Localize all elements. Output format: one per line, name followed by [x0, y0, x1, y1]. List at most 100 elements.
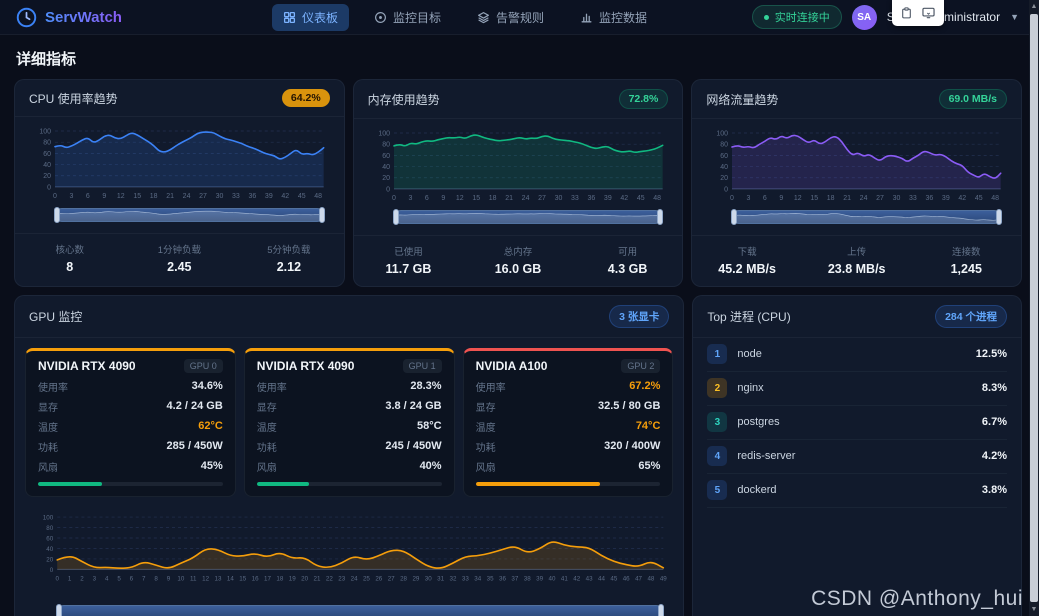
target-icon: [375, 11, 386, 23]
svg-text:60: 60: [43, 151, 51, 158]
brush-handle-left[interactable]: [54, 206, 61, 223]
svg-text:42: 42: [573, 575, 580, 582]
svg-text:49: 49: [660, 575, 667, 582]
svg-text:5: 5: [117, 575, 121, 582]
network-chart-zone: 0 20 40 60 80 100 0 3 6 9 12 15 18 21 24 27 30 33 36 39 42 45…: [692, 119, 1021, 235]
nav-item-monitor-data[interactable]: 监控数据: [569, 4, 658, 31]
gpu-stat-label: 功耗: [256, 442, 277, 454]
brush-handle-right[interactable]: [996, 208, 1003, 225]
process-row: 4 redis-server 4.2%: [707, 440, 1007, 474]
scrollbar-up-arrow[interactable]: ▲: [1030, 3, 1038, 10]
svg-text:27: 27: [199, 193, 207, 200]
stat-value: 11.7 GB: [385, 261, 432, 276]
brand[interactable]: ServWatch: [16, 7, 122, 28]
svg-text:47: 47: [635, 575, 642, 582]
svg-text:15: 15: [239, 575, 246, 582]
live-status-label: 实时连接中: [774, 12, 830, 24]
svg-text:20: 20: [301, 575, 308, 582]
svg-text:19: 19: [289, 575, 296, 582]
nav-item-alert-rules[interactable]: 告警规则: [466, 4, 555, 31]
svg-text:100: 100: [43, 514, 54, 521]
svg-text:45: 45: [298, 193, 306, 200]
gpu-chart-brush[interactable]: [56, 603, 664, 616]
brush-handle-right[interactable]: [657, 208, 664, 225]
gpu-stat-value: 245 / 450W: [385, 440, 442, 453]
stat: 连接数 1,245: [911, 244, 1021, 276]
svg-text:12: 12: [202, 575, 209, 582]
network-rate-badge: 69.0 MB/s: [938, 89, 1008, 109]
svg-text:15: 15: [811, 195, 819, 202]
gpu-id-badge: GPU 1: [402, 358, 442, 373]
cpu-chart-zone: 0 20 40 60 80 100 0 3 6 9 12 15 18 21 24 27 30 33 36 39 42 45…: [15, 117, 344, 233]
gpu-stat-value: 62°C: [198, 420, 223, 433]
gpu-stat-row: 温度 74°C: [476, 419, 661, 434]
svg-text:6: 6: [86, 193, 90, 200]
vertical-scrollbar[interactable]: ▲ ▼: [1029, 0, 1039, 616]
chevron-down-icon[interactable]: ▼: [1010, 12, 1019, 22]
svg-text:100: 100: [378, 130, 390, 137]
nav-item-targets[interactable]: 监控目标: [363, 4, 452, 31]
stat: 总内存 16.0 GB: [463, 244, 573, 276]
stat-value: 45.2 MB/s: [718, 261, 776, 276]
svg-text:12: 12: [794, 195, 802, 202]
gpu-stat-value: 40%: [419, 460, 442, 473]
gpu-stat-row: 使用率 28.3%: [257, 379, 442, 394]
brush-handle-right[interactable]: [657, 603, 664, 616]
gpu-stat-label: 使用率: [256, 382, 287, 394]
process-cpu: 8.3%: [981, 382, 1007, 395]
memory-chart-brush[interactable]: [392, 208, 664, 225]
scrollbar-thumb[interactable]: [1030, 14, 1038, 602]
avatar[interactable]: SA: [851, 4, 877, 30]
bar-chart-icon: [581, 13, 592, 22]
scrollbar-down-arrow[interactable]: ▼: [1030, 606, 1038, 613]
nav-item-dashboard[interactable]: 仪表板: [271, 3, 349, 31]
stat: 可用 4.3 GB: [573, 244, 683, 276]
gpu-grid: NVIDIA RTX 4090 GPU 0 使用率 34.6% 显存 4.2 /…: [15, 338, 683, 503]
process-list: 1 node 12.5% 2 nginx 8.3% 3 postgres 6.7…: [693, 338, 1021, 508]
svg-text:24: 24: [521, 195, 529, 202]
stat-label: 可用: [618, 246, 638, 258]
svg-text:80: 80: [721, 142, 729, 149]
cpu-chart-brush[interactable]: [54, 206, 325, 223]
brush-handle-left[interactable]: [731, 208, 738, 225]
process-row: 3 postgres 6.7%: [707, 406, 1007, 440]
memory-usage-badge: 72.8%: [618, 89, 669, 109]
svg-text:37: 37: [511, 575, 518, 582]
svg-text:24: 24: [351, 575, 358, 582]
stat-label: 已使用: [394, 246, 423, 258]
brush-handle-right[interactable]: [318, 206, 325, 223]
svg-text:23: 23: [338, 575, 345, 582]
svg-text:100: 100: [39, 128, 51, 135]
network-chart-brush[interactable]: [731, 208, 1003, 225]
gpu-card-1: NVIDIA RTX 4090 GPU 1 使用率 28.3% 显存 3.8 /…: [243, 347, 455, 497]
svg-text:24: 24: [860, 195, 868, 202]
svg-text:48: 48: [653, 195, 661, 202]
svg-text:48: 48: [314, 193, 322, 200]
network-stats: 下载 45.2 MB/s 上传 23.8 MB/s 连接数 1,245: [692, 234, 1022, 286]
gpu-usage-bar-fill: [38, 481, 102, 486]
process-name: node: [737, 348, 762, 361]
gpu-stat-value: 4.2 / 24 GB: [166, 400, 223, 413]
svg-text:27: 27: [388, 575, 395, 582]
card-header: 内存使用趋势 72.8%: [353, 80, 683, 119]
svg-text:21: 21: [505, 195, 513, 202]
clipboard-icon[interactable]: [900, 6, 913, 20]
svg-text:60: 60: [382, 153, 390, 160]
stat-value: 2.12: [276, 259, 302, 274]
svg-text:9: 9: [102, 193, 106, 200]
svg-text:36: 36: [248, 193, 256, 200]
gpu-stat-row: 显存 3.8 / 24 GB: [257, 399, 442, 414]
card-header: 网络流量趋势 69.0 MB/s: [692, 80, 1022, 119]
gpu-stat-label: 温度: [256, 422, 277, 434]
brush-handle-left[interactable]: [56, 603, 63, 616]
process-row: 1 node 12.5%: [707, 338, 1007, 372]
card-header: CPU 使用率趋势 64.2%: [15, 80, 344, 117]
brush-handle-left[interactable]: [392, 208, 399, 225]
screen-share-icon[interactable]: [921, 6, 936, 20]
gpu-stat-row: 温度 62°C: [38, 419, 223, 434]
top-nav: ServWatch 仪表板 监控目标 告警规则: [0, 0, 1039, 35]
stat-label: 下载: [737, 246, 757, 258]
svg-text:80: 80: [382, 142, 390, 149]
